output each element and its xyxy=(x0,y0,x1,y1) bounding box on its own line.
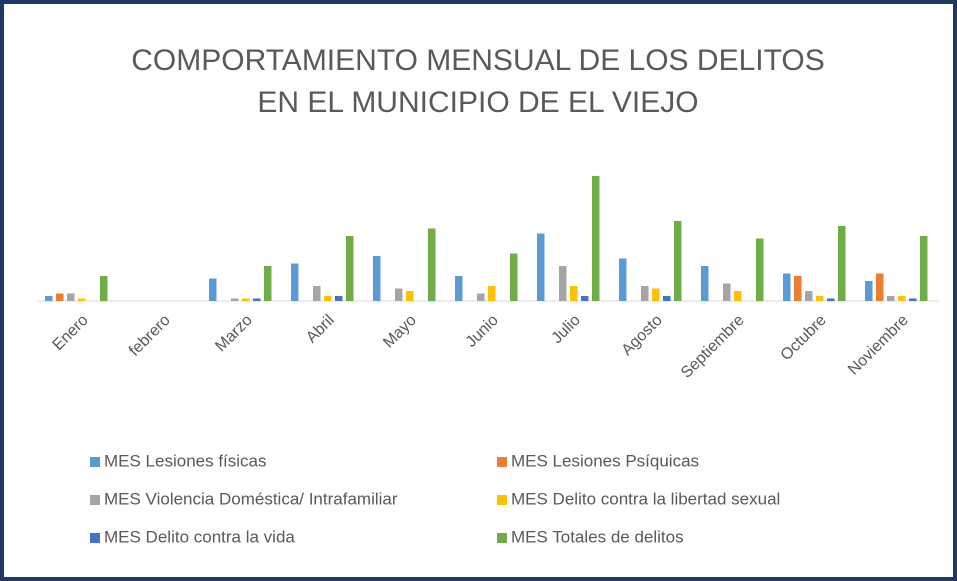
bar xyxy=(231,298,239,301)
bar xyxy=(756,238,764,301)
legend-swatch xyxy=(497,533,507,543)
bar xyxy=(45,296,53,301)
legend-swatch xyxy=(90,533,100,543)
bar xyxy=(537,233,545,301)
bar xyxy=(242,298,250,301)
legend-label: MES Violencia Doméstica/ Intrafamiliar xyxy=(104,489,398,508)
bar xyxy=(373,256,381,301)
bar xyxy=(488,286,496,301)
bar xyxy=(581,296,589,301)
bar xyxy=(253,298,261,301)
bar xyxy=(78,298,86,301)
legend-label: MES Delito contra la libertad sexual xyxy=(511,489,780,508)
bar xyxy=(455,276,463,301)
bar xyxy=(827,298,835,301)
bar xyxy=(619,258,627,301)
bar xyxy=(794,276,802,301)
bar xyxy=(838,226,846,301)
bar xyxy=(887,296,895,301)
legend-swatch xyxy=(497,495,507,505)
bar xyxy=(701,266,709,301)
bar xyxy=(56,293,64,301)
chart-title: COMPORTAMIENTO MENSUAL DE LOS DELITOS xyxy=(131,44,824,77)
bar xyxy=(805,291,813,301)
legend-label: MES Lesiones físicas xyxy=(104,451,267,470)
bar xyxy=(335,296,343,301)
legend-label: MES Delito contra la vida xyxy=(104,527,295,546)
bar xyxy=(783,273,791,301)
bar xyxy=(406,291,414,301)
bar xyxy=(652,288,660,301)
bar xyxy=(909,298,917,301)
bar xyxy=(663,296,671,301)
bar xyxy=(898,296,906,301)
bar xyxy=(920,236,928,301)
bar xyxy=(876,273,884,301)
bar xyxy=(291,263,299,301)
legend-swatch xyxy=(497,457,507,467)
bar xyxy=(674,221,682,301)
bar xyxy=(865,281,873,301)
bar xyxy=(559,266,567,301)
bar xyxy=(209,278,217,301)
bar xyxy=(570,286,578,301)
legend-swatch xyxy=(90,457,100,467)
bar xyxy=(428,228,436,301)
bar xyxy=(324,296,332,301)
bar xyxy=(510,253,518,301)
legend-swatch xyxy=(90,495,100,505)
bar xyxy=(641,286,649,301)
bar xyxy=(346,236,354,301)
bar xyxy=(477,293,485,301)
bar xyxy=(592,176,600,301)
bar xyxy=(100,276,108,301)
bar xyxy=(734,291,742,301)
legend-label: MES Totales de delitos xyxy=(511,527,684,546)
bar xyxy=(313,286,321,301)
chart-title: EN EL MUNICIPIO DE EL VIEJO xyxy=(257,86,698,119)
legend-label: MES Lesiones Psíquicas xyxy=(511,451,699,470)
bar xyxy=(816,296,824,301)
bar xyxy=(67,293,75,301)
bar xyxy=(395,288,403,301)
bar xyxy=(723,283,731,301)
bar xyxy=(264,266,272,301)
